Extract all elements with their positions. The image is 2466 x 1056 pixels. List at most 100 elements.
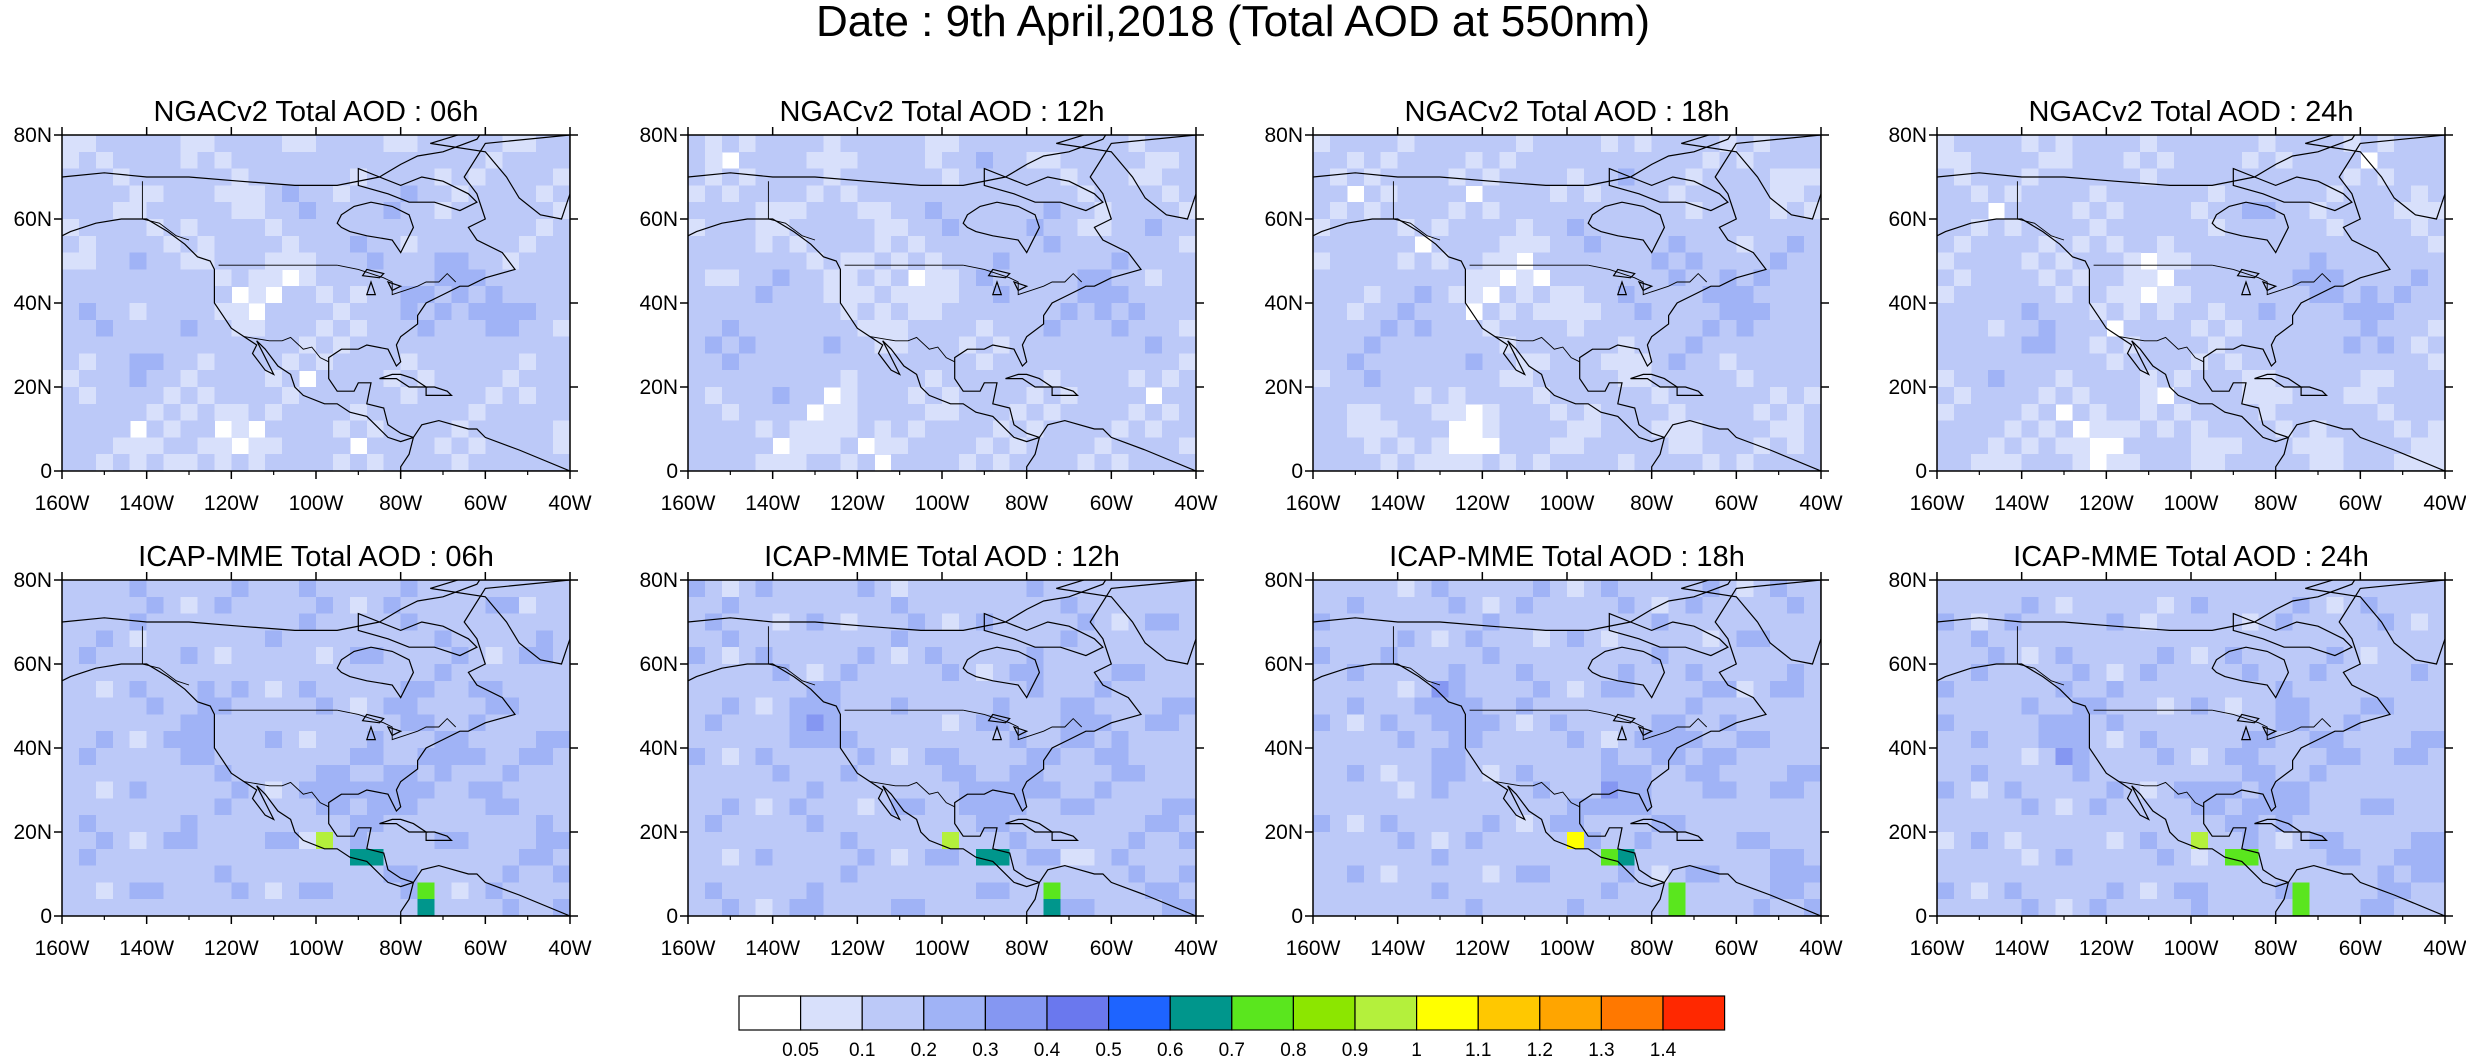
aod-cell: [1363, 697, 1382, 715]
aod-cell: [502, 613, 520, 631]
aod-cell: [502, 680, 520, 699]
aod-cell: [1128, 580, 1146, 598]
aod-cell: [2089, 630, 2107, 648]
aod-cell: [265, 630, 283, 648]
aod-cell: [2360, 219, 2378, 237]
aod-cell: [1987, 664, 2006, 682]
aod-cell: [112, 269, 131, 287]
aod-cell: [2224, 748, 2243, 766]
aod-cell: [2004, 353, 2023, 371]
aod-cell: [62, 269, 80, 287]
aod-cell: [1550, 731, 1568, 749]
aod-cell: [1753, 387, 1771, 405]
aod-cell: [1685, 630, 1703, 648]
aod-cell: [1179, 596, 1196, 615]
aod-cell: [2038, 387, 2057, 405]
aod-cell: [1043, 336, 1062, 354]
aod-cell: [78, 353, 97, 371]
aod-cell: [180, 135, 198, 153]
aod-cell: [1634, 647, 1653, 665]
aod-cell: [1448, 899, 1466, 916]
aod-cell: [975, 664, 994, 682]
aod-cell: [282, 336, 300, 354]
aod-cell: [1651, 202, 1670, 220]
aod-cell: [1128, 387, 1146, 405]
aod-cell: [536, 303, 554, 321]
aod-cell: [1516, 596, 1534, 615]
aod-cell: [1111, 832, 1129, 850]
aod-cell: [366, 403, 385, 422]
aod-cell: [1533, 815, 1551, 833]
aod-cell: [975, 319, 994, 338]
aod-cell: [2072, 647, 2090, 665]
aod-cell: [2309, 664, 2327, 682]
aod-cell: [2411, 630, 2429, 648]
aod-cell: [1313, 387, 1331, 405]
aod-cell: [1077, 798, 1095, 816]
aod-cell: [772, 882, 791, 900]
aod-cell: [502, 882, 520, 900]
aod-cell: [874, 185, 892, 203]
aod-cell: [383, 303, 402, 321]
aod-cell: [2072, 630, 2090, 648]
aod-cell: [1380, 596, 1399, 615]
aod-cell: [62, 454, 80, 471]
aod-cell: [1397, 387, 1416, 405]
aod-cell: [2038, 630, 2057, 648]
aod-cell: [806, 714, 824, 732]
aod-cell: [1937, 135, 1955, 153]
aod-cell: [2089, 286, 2107, 304]
aod-cell: [1448, 832, 1466, 850]
aod-cell: [1380, 647, 1399, 665]
aod-cell: [1043, 798, 1062, 816]
aod-cell: [2174, 613, 2192, 631]
aod-cell: [1482, 303, 1500, 321]
aod-cell: [738, 454, 757, 471]
aod-cell: [1380, 714, 1399, 732]
aod-cell: [536, 319, 554, 338]
aod-cell: [908, 387, 926, 405]
aod-cell: [1414, 353, 1433, 371]
aod-cell: [62, 865, 80, 883]
aod-cell: [383, 319, 402, 338]
aod-cell: [2326, 286, 2344, 304]
x-tick-label: 100W: [289, 492, 344, 515]
aod-cell: [1431, 403, 1449, 422]
aod-cell: [1516, 680, 1534, 699]
aod-cell: [1465, 697, 1483, 715]
aod-cell: [738, 580, 757, 598]
aod-cell: [197, 168, 215, 186]
aod-cell: [1482, 168, 1500, 186]
aod-cell: [163, 454, 182, 471]
aod-cell: [282, 798, 300, 816]
aod-cell: [1516, 319, 1534, 338]
aod-cell: [400, 387, 419, 405]
aod-cell: [282, 235, 300, 254]
aod-cell: [1499, 664, 1517, 682]
aod-cell: [553, 899, 570, 916]
aod-cell: [180, 865, 198, 883]
coastline: [1630, 373, 1680, 388]
aod-cell: [2157, 647, 2175, 665]
aod-cell: [721, 647, 740, 665]
aod-cell: [146, 319, 165, 338]
aod-cell: [1043, 403, 1062, 422]
aod-cell: [1668, 135, 1687, 153]
y-tick-label: 0: [1291, 905, 1303, 928]
aod-cell: [874, 832, 892, 850]
aod-cell: [214, 630, 232, 648]
aod-cell: [2089, 252, 2107, 270]
aod-cell: [1600, 151, 1619, 170]
aod-cell: [1499, 235, 1517, 254]
aod-cell: [553, 714, 570, 732]
aod-cell: [519, 865, 537, 883]
aod-cell: [738, 680, 757, 699]
aod-cell: [772, 387, 791, 405]
aod-cell: [874, 370, 892, 388]
aod-cell: [992, 387, 1011, 405]
aod-cell: [1414, 781, 1433, 799]
aod-cell: [112, 748, 131, 766]
aod-cell: [1465, 748, 1483, 766]
aod-cell: [2394, 286, 2412, 304]
aod-cell: [349, 798, 368, 816]
